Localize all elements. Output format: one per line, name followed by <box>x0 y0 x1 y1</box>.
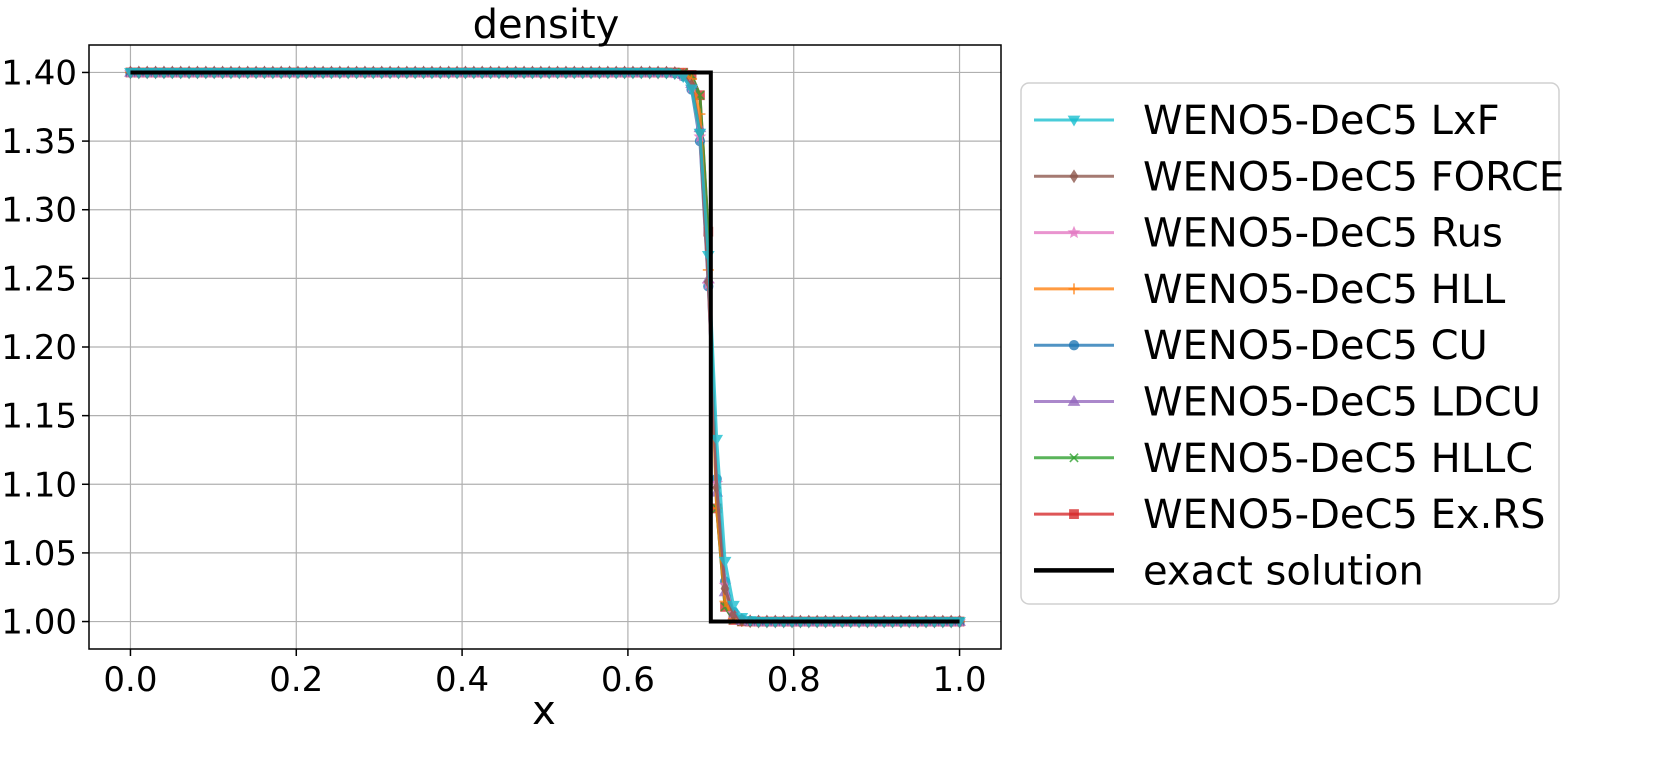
x-tick-label: 1.0 <box>933 660 987 700</box>
x-axis: 0.0 0.2 0.4 0.6 0.8 1.0 <box>103 649 987 700</box>
legend-marker <box>1068 283 1080 295</box>
legend-marker <box>1068 340 1080 351</box>
legend-marker <box>1069 169 1079 184</box>
y-tick-label: 1.15 <box>1 397 77 437</box>
data-point <box>1067 225 1081 239</box>
legend-label: WENO5-DeC5 Ex.RS <box>1143 492 1545 538</box>
y-tick-label: 1.00 <box>1 603 77 643</box>
chart-title: density <box>473 2 620 48</box>
x-tick-label: 0.6 <box>601 660 655 700</box>
legend-item: WENO5-DeC5 HLLC <box>1034 436 1533 482</box>
legend-marker <box>1069 453 1079 463</box>
data-point <box>1069 509 1079 520</box>
data-point <box>727 600 740 612</box>
legend-box <box>1020 82 1560 605</box>
x-axis-label: x <box>532 688 556 734</box>
x-tick-label: 0.4 <box>435 660 489 700</box>
x-tick-label: 0.0 <box>103 660 157 700</box>
grid <box>89 45 1001 649</box>
series-weno5-dec5-lxf <box>124 68 966 629</box>
legend-item: WENO5-DeC5 Rus <box>1034 211 1503 257</box>
legend-item: WENO5-DeC5 CU <box>1034 323 1488 369</box>
y-tick-label: 1.10 <box>1 465 77 505</box>
data-point <box>685 84 698 96</box>
legend-label: exact solution <box>1143 548 1424 594</box>
y-tick-label: 1.30 <box>1 191 77 231</box>
legend-marker <box>1069 509 1079 520</box>
x-tick-label: 0.8 <box>767 660 821 700</box>
data-point <box>1069 453 1079 463</box>
data-point <box>1067 115 1081 127</box>
legend-marker <box>1067 115 1081 127</box>
legend-label: WENO5-DeC5 LDCU <box>1143 380 1541 426</box>
legend-marker <box>1067 395 1081 406</box>
data-point <box>1068 283 1080 295</box>
legend-item: WENO5-DeC5 HLL <box>1034 267 1506 313</box>
plot-area <box>123 65 967 629</box>
y-tick-label: 1.25 <box>1 259 77 299</box>
legend-item: WENO5-DeC5 Ex.RS <box>1034 492 1545 538</box>
series-exact-solution <box>130 70 960 624</box>
data-point <box>718 556 732 568</box>
data-point <box>1069 169 1079 184</box>
legend-item: WENO5-DeC5 FORCE <box>1034 154 1564 200</box>
data-point <box>735 613 749 624</box>
data-point <box>1067 395 1081 406</box>
legend-item: WENO5-DeC5 LDCU <box>1034 380 1541 426</box>
legend-label: WENO5-DeC5 Rus <box>1143 211 1503 257</box>
legend-label: WENO5-DeC5 LxF <box>1143 98 1500 144</box>
x-tick-label: 0.2 <box>269 660 323 700</box>
series-weno5-dec5-ldcu <box>124 65 966 626</box>
legend-label: WENO5-DeC5 HLL <box>1143 267 1506 313</box>
data-point <box>720 581 730 596</box>
legend-label: WENO5-DeC5 FORCE <box>1143 154 1564 200</box>
y-tick-label: 1.05 <box>1 534 77 574</box>
legend-item: exact solution <box>1034 548 1424 594</box>
y-tick-label: 1.35 <box>1 122 77 162</box>
legend-marker <box>1067 225 1081 239</box>
data-point <box>710 434 724 446</box>
legend-item: WENO5-DeC5 LxF <box>1034 98 1500 144</box>
legend-label: WENO5-DeC5 HLLC <box>1143 436 1533 482</box>
legend: WENO5-DeC5 LxF WENO5-DeC5 FORCE WENO5-DeC5… <box>1020 82 1564 605</box>
y-tick-label: 1.20 <box>1 328 77 368</box>
y-axis: 1.00 1.05 1.10 1.15 1.20 1.25 1.30 1.35 1.40 <box>1 53 89 643</box>
data-point <box>693 128 707 140</box>
y-tick-label: 1.40 <box>1 53 77 93</box>
legend-label: WENO5-DeC5 CU <box>1143 323 1488 369</box>
data-point <box>1068 340 1080 351</box>
